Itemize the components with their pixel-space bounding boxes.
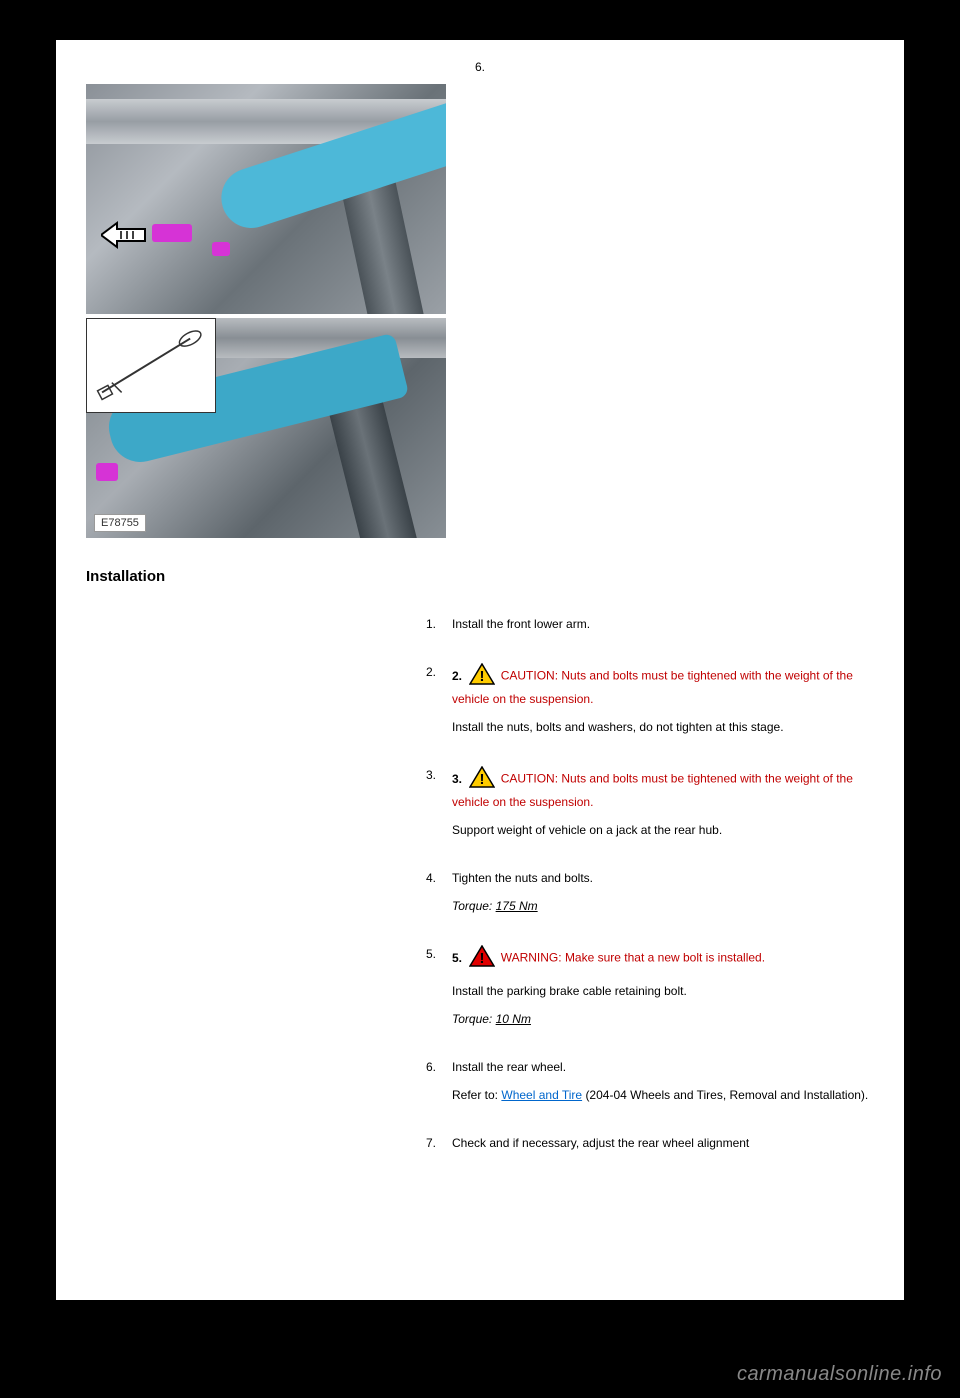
warning-icon: ! [469,945,495,972]
figure-image-top [86,84,446,314]
step-text: Check and if necessary, adjust the rear … [452,1136,749,1150]
step-item: 7. Check and if necessary, adjust the re… [426,1134,874,1152]
warning-text: WARNING: Make sure that a new bolt is in… [501,951,765,965]
step-bold-label: 3. [452,772,462,786]
step-instruction: Install the parking brake cable retainin… [452,982,874,1000]
torque-spec: Torque: 175 Nm [452,897,874,915]
step-refer: Refer to: Wheel and Tire (204-04 Wheels … [452,1086,874,1104]
torque-spec: Torque: 10 Nm [452,1010,874,1028]
step-text: Tighten the nuts and bolts. [452,871,593,885]
svg-text:!: ! [480,950,485,967]
figure-image-bottom: E78755 [86,318,446,538]
step-number: 2. [426,663,444,736]
step-item: 3. 3. ! CAUTION: Nuts and bolts must be … [426,766,874,839]
step-item: 6. Install the rear wheel. Refer to: Whe… [426,1058,874,1104]
step-number: 6. [426,1058,444,1104]
direction-arrow-icon [101,219,151,251]
svg-text:!: ! [480,668,485,685]
caution-text: CAUTION: Nuts and bolts must be tightene… [452,669,853,706]
figure-inset-tool [86,318,216,413]
step-item: 1. Install the front lower arm. [426,615,874,633]
step-item: 4. Tighten the nuts and bolts. Torque: 1… [426,869,874,915]
step-item: 2. 2. ! CAUTION: Nuts and bolts must be … [426,663,874,736]
caution-icon: ! [469,663,495,690]
step-instruction: Install the nuts, bolts and washers, do … [452,718,874,736]
step-number: 4. [426,869,444,915]
figure-container: E78755 [86,84,446,538]
figure-label: E78755 [94,514,146,532]
step-body: Tighten the nuts and bolts. Torque: 175 … [452,869,874,915]
step-body: 3. ! CAUTION: Nuts and bolts must be tig… [452,766,874,839]
step-body: 5. ! WARNING: Make sure that a new bolt … [452,945,874,1028]
step-body: Install the front lower arm. [452,615,874,633]
step-text: Install the rear wheel. [452,1060,566,1074]
step-number: 7. [426,1134,444,1152]
step-body: Check and if necessary, adjust the rear … [452,1134,874,1152]
step-text: Install the front lower arm. [452,617,590,631]
caution-text: CAUTION: Nuts and bolts must be tightene… [452,772,853,809]
step-body: Install the rear wheel. Refer to: Wheel … [452,1058,874,1104]
step-bold-label: 2. [452,669,462,683]
step-item: 5. 5. ! WARNING: Make sure that a new bo… [426,945,874,1028]
watermark: carmanualsonline.info [737,1363,942,1386]
step-instruction: Support weight of vehicle on a jack at t… [452,821,874,839]
section-heading-installation: Installation [86,568,874,585]
refer-link[interactable]: Wheel and Tire [501,1088,582,1102]
svg-text:!: ! [480,771,485,788]
top-step-number: 6. [86,60,874,74]
step-number: 3. [426,766,444,839]
step-number: 1. [426,615,444,633]
step-body: 2. ! CAUTION: Nuts and bolts must be tig… [452,663,874,736]
step-bold-label: 5. [452,951,462,965]
step-list: 1. Install the front lower arm. 2. 2. ! … [426,615,874,1152]
page-container: 6. [56,40,904,1300]
caution-icon: ! [469,766,495,793]
step-number: 5. [426,945,444,1028]
